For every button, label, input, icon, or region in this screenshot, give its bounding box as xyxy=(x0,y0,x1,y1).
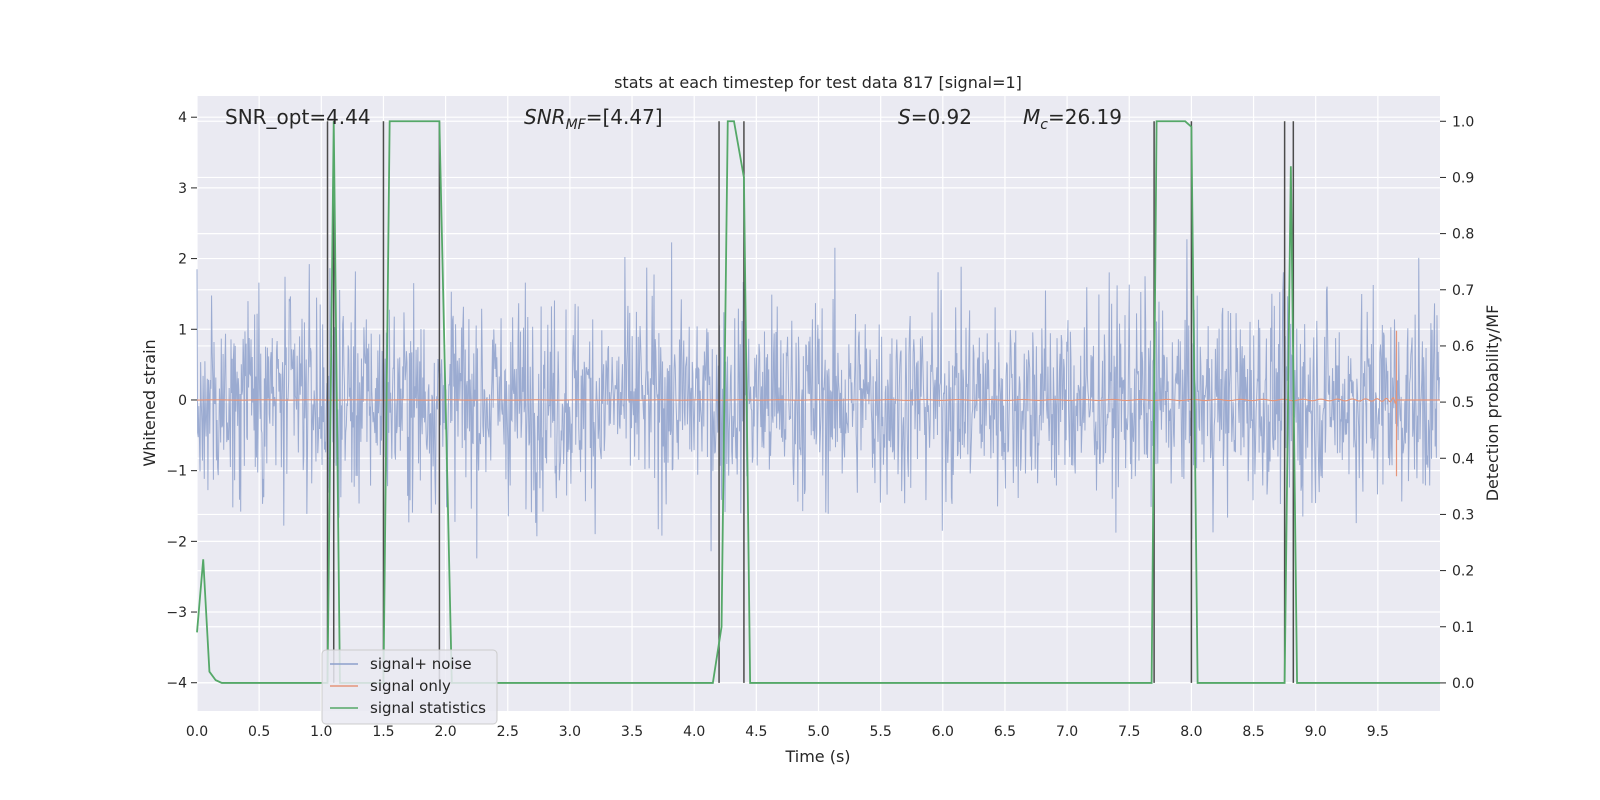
signal-statistics-series xyxy=(196,120,1440,684)
y-tick-label: −3 xyxy=(166,605,187,621)
snr-mf-annotation: SNRMF=[4.47] xyxy=(524,105,663,133)
s-annotation: S=0.92 xyxy=(898,105,972,129)
x-tick-label: 6.0 xyxy=(932,724,954,740)
vertical-markers xyxy=(326,121,1295,683)
x-tick-label: 0.0 xyxy=(186,724,208,740)
x-tick-label: 2.5 xyxy=(497,724,519,740)
legend-label-signal-statistics: signal statistics xyxy=(370,699,486,717)
x-tick-label: 5.5 xyxy=(870,724,892,740)
x-tick-label: 3.0 xyxy=(559,724,581,740)
legend-box xyxy=(321,649,498,725)
signal-noise-series xyxy=(196,239,1440,559)
y-right-axis-ticks: 0.0 0.1 0.2 0.3 0.4 0.5 0.6 0.7 0.8 0.9 1.0 xyxy=(1440,114,1474,692)
x-tick-label: 8.5 xyxy=(1242,724,1264,740)
y-tick-label: −1 xyxy=(166,464,187,480)
legend: signal+ noise signal only signal statist… xyxy=(321,649,498,725)
x-axis-ticks: 0.0 0.5 1.0 1.5 2.0 2.5 3.0 3.5 4.0 4.5 5.0 5.5 6.0 6… xyxy=(186,724,1389,740)
y-right-tick-label: 0.5 xyxy=(1452,395,1474,411)
y-axis-label: Whitened strain xyxy=(140,339,159,466)
y-right-tick-label: 0.3 xyxy=(1452,507,1474,523)
y-tick-label: 0 xyxy=(178,393,187,409)
y-right-axis-label: Detection probability/MF xyxy=(1483,305,1502,502)
x-tick-label: 9.0 xyxy=(1305,724,1327,740)
y-right-tick-label: 0.1 xyxy=(1452,620,1474,636)
x-tick-label: 7.0 xyxy=(1056,724,1078,740)
y-tick-label: −4 xyxy=(166,676,187,692)
x-axis-label: Time (s) xyxy=(784,747,850,766)
y-axis-ticks: −4 −3 −2 −1 0 1 2 3 4 xyxy=(166,110,197,692)
y-right-tick-label: 0.7 xyxy=(1452,283,1474,299)
legend-label-signal-only: signal only xyxy=(370,677,451,695)
x-tick-label: 3.5 xyxy=(621,724,643,740)
x-tick-label: 5.0 xyxy=(807,724,829,740)
signal-only-line xyxy=(197,330,1440,477)
y-right-tick-label: 0.6 xyxy=(1452,339,1474,355)
x-tick-label: 1.5 xyxy=(372,724,394,740)
mc-annotation: Mc=26.19 xyxy=(1023,105,1122,133)
x-tick-label: 1.0 xyxy=(310,724,332,740)
x-tick-label: 9.5 xyxy=(1367,724,1389,740)
y-right-tick-label: 0.0 xyxy=(1452,676,1474,692)
y-right-tick-label: 0.8 xyxy=(1452,227,1474,243)
y-tick-label: 2 xyxy=(178,252,187,268)
y-tick-label: 1 xyxy=(178,322,187,338)
x-tick-label: 4.0 xyxy=(683,724,705,740)
annotations: SNR_opt=4.44 SNRMF=[4.47] S=0.92 Mc=26.1… xyxy=(225,105,1122,133)
y-right-tick-label: 1.0 xyxy=(1452,114,1474,130)
signal-noise-line xyxy=(196,239,1440,559)
x-tick-label: 0.5 xyxy=(248,724,270,740)
snr-opt-annotation: SNR_opt=4.44 xyxy=(225,105,371,129)
signal-only-series xyxy=(197,330,1440,477)
x-tick-label: 2.0 xyxy=(434,724,456,740)
x-tick-label: 6.5 xyxy=(994,724,1016,740)
signal-statistics-line xyxy=(196,120,1440,684)
y-right-tick-label: 0.2 xyxy=(1452,564,1474,580)
legend-label-signal-noise: signal+ noise xyxy=(370,655,472,673)
chart-title: stats at each timestep for test data 817… xyxy=(614,73,1022,92)
y-right-tick-label: 0.9 xyxy=(1452,170,1474,186)
x-tick-label: 7.5 xyxy=(1118,724,1140,740)
y-tick-label: 4 xyxy=(178,110,187,126)
x-tick-label: 4.5 xyxy=(745,724,767,740)
y-tick-label: 3 xyxy=(178,181,187,197)
y-tick-label: −2 xyxy=(166,534,187,550)
y-right-tick-label: 0.4 xyxy=(1452,451,1474,467)
x-tick-label: 8.0 xyxy=(1180,724,1202,740)
